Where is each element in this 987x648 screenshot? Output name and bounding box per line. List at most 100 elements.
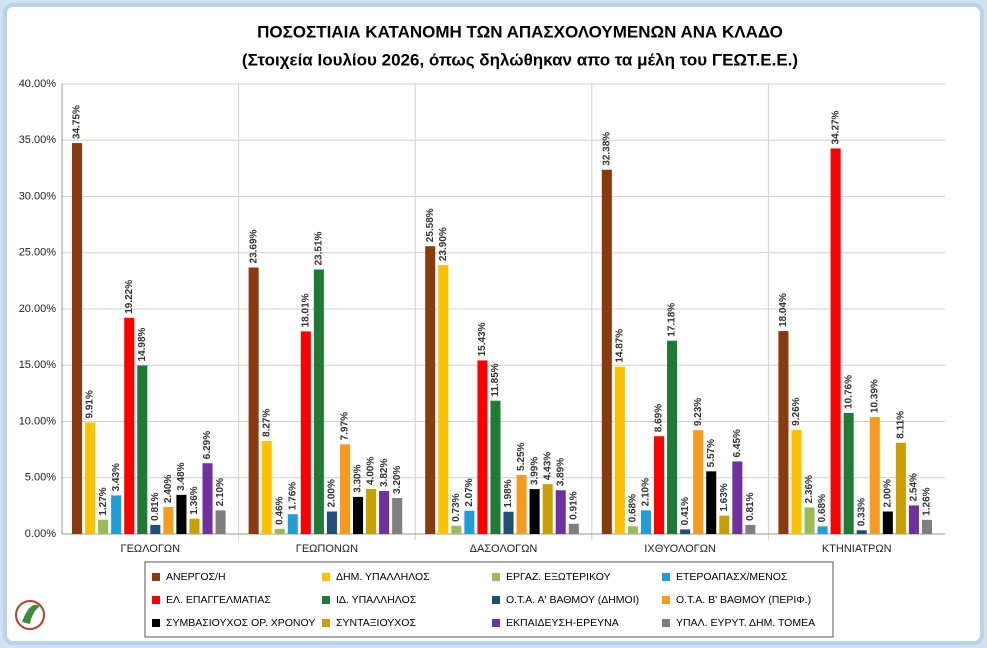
logo bbox=[15, 600, 45, 630]
y-tick-label: 35.00% bbox=[19, 134, 57, 146]
value-label: 9.26% bbox=[791, 397, 802, 425]
y-tick-label: 15.00% bbox=[19, 359, 57, 371]
bar bbox=[425, 246, 436, 534]
bar bbox=[778, 331, 789, 534]
x-tick-label: ΚΤΗΝΙΑΤΡΩΝ bbox=[822, 543, 892, 555]
legend-label: ΑΝΕΡΓΟΣ/Η bbox=[166, 571, 226, 583]
legend-swatch bbox=[492, 573, 500, 581]
bar bbox=[627, 526, 638, 534]
bar bbox=[163, 507, 174, 534]
value-label: 3.20% bbox=[392, 466, 403, 494]
value-label: 2.10% bbox=[641, 478, 652, 506]
value-label: 0.46% bbox=[274, 496, 285, 524]
bar bbox=[693, 430, 704, 534]
legend-swatch bbox=[322, 596, 330, 604]
bar bbox=[326, 511, 337, 534]
bar bbox=[366, 489, 377, 534]
bar bbox=[287, 514, 298, 534]
bar bbox=[300, 331, 311, 534]
bar bbox=[215, 510, 226, 534]
bar bbox=[313, 269, 324, 534]
value-label: 25.58% bbox=[425, 208, 436, 242]
value-label: 7.97% bbox=[340, 412, 351, 440]
bar bbox=[869, 417, 880, 534]
value-label: 1.63% bbox=[719, 483, 730, 511]
legend-label: ΣΥΝΤΑΞΙΟΥΧΟΣ bbox=[336, 617, 416, 629]
value-label: 2.54% bbox=[909, 473, 920, 501]
chart-subtitle: (Στοιχεία Ιουλίου 2026, όπως δηλώθηκαν α… bbox=[242, 50, 798, 69]
bar bbox=[261, 440, 272, 534]
bar bbox=[438, 265, 449, 534]
bar bbox=[895, 442, 906, 534]
bar bbox=[353, 496, 364, 534]
value-label: 8.11% bbox=[896, 411, 907, 439]
bar bbox=[680, 529, 691, 534]
legend-swatch bbox=[152, 573, 160, 581]
x-tick-label: ΔΑΣΟΛΟΓΩΝ bbox=[470, 543, 538, 555]
legend-swatch bbox=[662, 596, 670, 604]
legend-label: Ο.Τ.Α. Α' ΒΑΘΜΟΥ (ΔΗΜΟΙ) bbox=[506, 594, 639, 606]
bar bbox=[555, 490, 566, 534]
y-tick-label: 5.00% bbox=[25, 472, 56, 484]
legend-swatch bbox=[662, 573, 670, 581]
value-label: 17.18% bbox=[667, 303, 678, 337]
value-label: 0.81% bbox=[150, 492, 161, 520]
value-label: 10.39% bbox=[869, 379, 880, 413]
value-label: 1.27% bbox=[98, 487, 109, 515]
bar bbox=[339, 444, 350, 534]
bar bbox=[150, 524, 161, 534]
legend-swatch bbox=[662, 619, 670, 627]
value-label: 0.68% bbox=[817, 494, 828, 522]
legend-swatch bbox=[492, 596, 500, 604]
value-label: 1.76% bbox=[287, 482, 298, 510]
value-label: 0.68% bbox=[628, 494, 639, 522]
bar bbox=[640, 510, 651, 534]
bar bbox=[830, 148, 841, 534]
legend-swatch bbox=[322, 573, 330, 581]
value-label: 18.04% bbox=[778, 293, 789, 327]
value-label: 0.33% bbox=[856, 498, 867, 526]
value-label: 11.85% bbox=[490, 363, 501, 396]
y-tick-label: 20.00% bbox=[19, 303, 57, 315]
bar bbox=[706, 471, 717, 534]
bar bbox=[85, 422, 96, 534]
bar bbox=[719, 515, 730, 534]
value-label: 23.90% bbox=[438, 227, 449, 261]
value-label: 9.23% bbox=[693, 398, 704, 426]
value-label: 9.91% bbox=[85, 390, 96, 418]
legend-label: ΥΠΑΛ. ΕΥΡΥΤ. ΔΗΜ. ΤΟΜΕΑ bbox=[676, 617, 815, 629]
value-label: 2.07% bbox=[464, 478, 475, 506]
value-label: 0.91% bbox=[568, 491, 579, 519]
legend-label: ΕΚΠΑΙΔΕΥΣΗ-ΕΡΕΥΝΑ bbox=[506, 617, 619, 629]
y-tick-label: 0.00% bbox=[25, 528, 56, 540]
legend-label: ΣΥΜΒΑΣΙΟΥΧΟΣ ΟΡ. ΧΡΟΝΟΥ bbox=[166, 617, 315, 629]
bar bbox=[732, 461, 743, 534]
bar bbox=[529, 489, 540, 534]
legend-label: ΙΔ. ΥΠΑΛΛΗΛΟΣ bbox=[336, 594, 417, 606]
legend-label: Ο.Τ.Α. Β' ΒΑΘΜΟΥ (ΠΕΡΙΦ.) bbox=[676, 594, 811, 606]
bar bbox=[451, 525, 462, 534]
value-label: 3.99% bbox=[529, 457, 540, 485]
y-tick-label: 30.00% bbox=[19, 190, 57, 202]
bar bbox=[908, 505, 919, 534]
bar bbox=[464, 510, 475, 534]
bar bbox=[542, 484, 553, 534]
value-label: 4.00% bbox=[366, 457, 377, 485]
value-label: 0.41% bbox=[680, 497, 691, 525]
bar bbox=[745, 524, 756, 534]
bar bbox=[856, 530, 867, 534]
value-label: 1.36% bbox=[189, 486, 200, 514]
legend-swatch bbox=[152, 619, 160, 627]
legend-swatch bbox=[492, 619, 500, 627]
legend-label: ΔΗΜ. ΥΠΑΛΛΗΛΟΣ bbox=[336, 571, 430, 583]
bar bbox=[568, 523, 579, 534]
value-label: 0.73% bbox=[451, 493, 462, 521]
value-label: 23.69% bbox=[248, 229, 259, 263]
value-label: 32.38% bbox=[601, 132, 612, 166]
bar bbox=[503, 511, 514, 534]
bar bbox=[137, 365, 148, 534]
y-tick-label: 10.00% bbox=[19, 415, 57, 427]
value-label: 14.87% bbox=[615, 329, 626, 363]
bar bbox=[124, 317, 135, 534]
